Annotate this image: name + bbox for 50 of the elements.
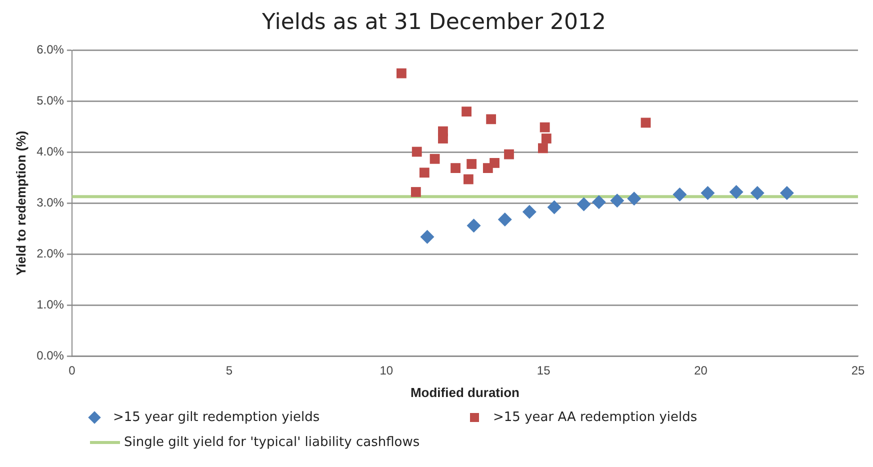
point [396, 68, 406, 78]
legend-label: >15 year AA redemption yields [493, 410, 698, 425]
y-tick-label: 0.0% [36, 348, 64, 362]
point [547, 200, 562, 214]
y-tick-label: 1.0% [36, 297, 64, 312]
legend-label: >15 year gilt redemption yields [113, 410, 320, 425]
x-tick-label: 5 [226, 364, 233, 378]
point [430, 154, 440, 164]
point [419, 168, 430, 178]
x-tick-label: 15 [536, 364, 551, 378]
point [466, 218, 481, 233]
y-tick-label: 6.0% [36, 42, 64, 57]
point [576, 197, 591, 212]
y-tick-label: 2.0% [36, 246, 64, 260]
y-tick-label: 3.0% [36, 196, 64, 210]
y-axis-title: Yield to redemption (%) [13, 130, 28, 276]
point [486, 114, 496, 124]
x-axis-title: Modified duration [410, 384, 520, 400]
point [462, 106, 472, 116]
point [592, 195, 606, 210]
point [412, 146, 422, 157]
point [420, 230, 434, 244]
point [438, 134, 448, 144]
point [750, 186, 764, 200]
point [522, 204, 536, 219]
point [672, 188, 687, 202]
point [466, 159, 477, 169]
x-tick-label: 20 [694, 364, 708, 378]
y-tick-label: 5.0% [36, 94, 64, 108]
point [610, 194, 624, 208]
point [729, 184, 744, 199]
point [450, 163, 460, 174]
x-tick-label: 10 [380, 364, 394, 378]
point [541, 134, 552, 144]
point [463, 174, 474, 184]
point [410, 187, 421, 197]
point [538, 143, 548, 154]
chart-title: Yields as at 31 December 2012 [261, 10, 606, 35]
point [498, 212, 512, 226]
point [627, 192, 642, 206]
x-tick-label: 25 [851, 364, 865, 378]
point [490, 158, 500, 168]
point [504, 149, 514, 160]
y-tick-label: 4.0% [36, 144, 64, 159]
legend-label: Single gilt yield for 'typical' liability cashflows [124, 435, 420, 450]
point [700, 186, 715, 200]
point [540, 122, 550, 132]
x-tick-label: 0 [68, 364, 76, 378]
point [780, 186, 794, 200]
point [640, 118, 651, 128]
